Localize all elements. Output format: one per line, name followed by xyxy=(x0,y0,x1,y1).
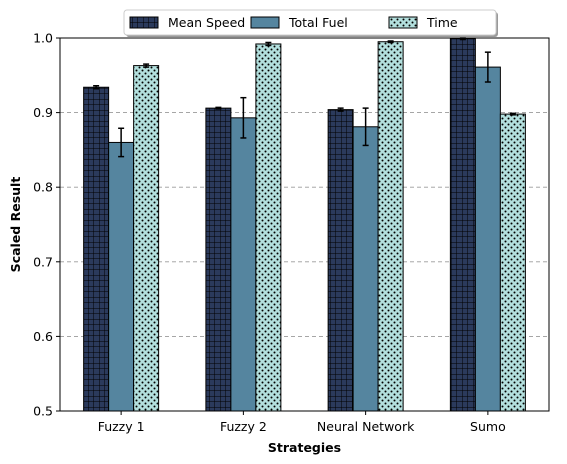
x-tick-label: Fuzzy 1 xyxy=(98,419,145,434)
bar xyxy=(327,109,354,412)
x-tick-label: Fuzzy 2 xyxy=(220,419,267,434)
legend: Mean Speed Total Fuel Time xyxy=(123,9,498,37)
bar xyxy=(377,41,404,412)
y-tick-label: 0.9 xyxy=(33,105,53,120)
bar xyxy=(230,117,257,412)
y-axis-title: Scaled Result xyxy=(8,177,23,273)
bars xyxy=(83,38,526,412)
legend-label: Mean Speed xyxy=(168,15,245,30)
plot-frame xyxy=(59,37,550,412)
y-tick-label: 0.6 xyxy=(33,329,53,344)
y-tick-label: 0.8 xyxy=(33,180,53,195)
legend-swatch xyxy=(129,16,159,29)
y-tick-label: 1.0 xyxy=(33,31,53,46)
error-bars xyxy=(93,37,516,158)
y-tick-label: 0.5 xyxy=(33,404,53,419)
legend-box xyxy=(123,9,497,36)
legend-swatch xyxy=(250,16,280,29)
bar xyxy=(83,86,110,412)
bar xyxy=(133,65,160,412)
x-axis-title: Strategies xyxy=(268,440,341,455)
y-axis: 0.5 0.6 0.7 0.8 0.9 1.0 xyxy=(33,31,60,419)
bar xyxy=(449,38,476,412)
legend-label: Time xyxy=(426,15,458,30)
bar xyxy=(499,113,526,412)
x-tick-label: Neural Network xyxy=(317,419,415,434)
legend-label: Total Fuel xyxy=(288,15,348,30)
bar xyxy=(352,126,379,412)
bar xyxy=(108,141,135,412)
x-axis: Fuzzy 1 Fuzzy 2 Neural Network Sumo xyxy=(98,411,506,434)
bar xyxy=(255,43,282,412)
bar xyxy=(205,107,232,412)
bar xyxy=(474,66,501,412)
legend-swatch xyxy=(388,16,418,29)
x-tick-label: Sumo xyxy=(470,419,506,434)
y-tick-label: 0.7 xyxy=(33,254,53,269)
